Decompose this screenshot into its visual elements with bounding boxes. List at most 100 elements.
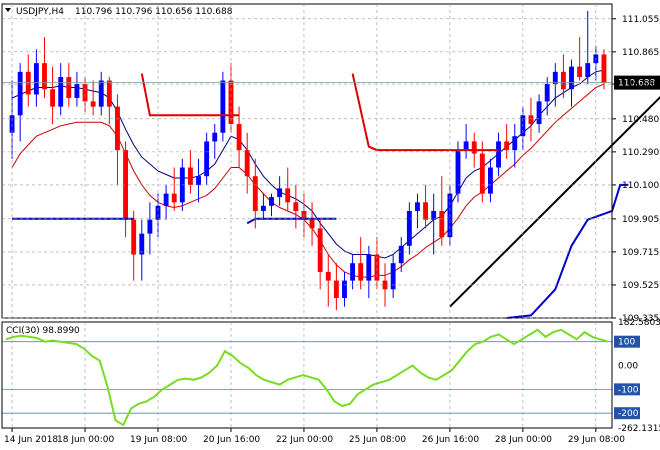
cci-level-badge — [614, 407, 640, 420]
candle-body — [471, 141, 477, 154]
cci-tick-label: -262.1315 — [618, 424, 660, 434]
trendline — [449, 95, 660, 308]
cci-level-badge — [614, 335, 640, 348]
time-tick-label: 18 Jun 00:00 — [57, 435, 114, 445]
candle-body — [66, 77, 72, 98]
candle-body — [488, 167, 493, 194]
candle-body — [204, 141, 210, 177]
candle-body — [277, 188, 283, 198]
candle-body — [317, 228, 323, 272]
candle-body — [560, 71, 566, 90]
time-tick-label: 26 Jun 16:00 — [422, 435, 479, 445]
candle-body — [366, 254, 372, 281]
candle-body — [552, 71, 558, 85]
candle-body — [236, 124, 242, 151]
candle-body — [406, 211, 412, 246]
cci-level-badge — [614, 383, 640, 396]
candle-body — [544, 84, 550, 102]
current-price-label: 110.688 — [618, 79, 655, 89]
candle-body — [163, 193, 169, 206]
price-tick-label: 109.525 — [622, 281, 659, 291]
candle-body — [98, 80, 104, 107]
chart-header: USDJPY,H4 110.796 110.796 110.656 110.68… — [5, 7, 233, 17]
candle-body — [252, 176, 258, 212]
candle-body — [147, 219, 153, 234]
candle-body — [131, 219, 137, 255]
price-panel: 110.688 — [2, 10, 660, 319]
price-tick-label: 109.335 — [622, 314, 659, 324]
candle-body — [58, 77, 64, 107]
candle-body — [601, 54, 607, 83]
price-tick-label: 109.905 — [622, 215, 659, 225]
candle-body — [431, 211, 437, 220]
candle-body — [90, 101, 96, 107]
candle-body — [123, 150, 128, 220]
candle-body — [171, 193, 177, 203]
candle-body — [285, 188, 291, 203]
candle-body — [577, 66, 583, 78]
candle-body — [82, 84, 88, 102]
candle-body — [415, 202, 420, 212]
candle-body — [106, 80, 112, 107]
candle-body — [50, 89, 56, 107]
candle-body — [17, 71, 23, 116]
candle-body — [325, 271, 331, 281]
candle-body — [155, 205, 161, 220]
candle-body — [439, 211, 445, 238]
candle-body — [496, 141, 501, 168]
candle-body — [512, 136, 518, 151]
price-tick-label: 110.290 — [622, 148, 659, 158]
candle-body — [398, 245, 404, 264]
candle-body — [309, 219, 315, 229]
time-tick-label: 28 Jun 00:00 — [495, 435, 552, 445]
price-tick-label: 110.680 — [622, 80, 659, 90]
price-tick-label: 110.480 — [622, 115, 659, 125]
trailing-stop-line — [351, 73, 499, 152]
price-tick-label: 111.055 — [622, 15, 659, 25]
cci-tick-label: 182.5803 — [618, 318, 660, 328]
symbol-label: USDJPY,H4 — [16, 7, 64, 17]
candle-body — [358, 263, 364, 281]
candle-body — [115, 106, 120, 151]
candle-body — [423, 202, 428, 220]
cci-tick-label: -100 — [618, 385, 639, 395]
ohlc-label: 110.796 110.796 110.656 110.688 — [75, 7, 233, 17]
candle-body — [42, 63, 47, 90]
candle-body — [536, 101, 542, 125]
time-tick-label: 22 Jun 00:00 — [276, 435, 333, 445]
candle-body — [74, 84, 80, 98]
candle-body — [33, 63, 39, 95]
cci-tick-label: -200 — [618, 409, 639, 419]
cci-label: CCI(30) 98.8990 — [6, 326, 80, 336]
candle-body — [504, 141, 510, 151]
candle-body — [463, 141, 469, 151]
candle-body — [139, 233, 145, 255]
candle-body — [350, 263, 356, 281]
cci-panel — [2, 328, 612, 427]
cci-tick-label: 0.00 — [618, 362, 638, 372]
candle-body — [25, 71, 31, 95]
price-panel-frame — [1, 3, 613, 319]
candle-body — [260, 205, 266, 212]
ma-slow-line — [11, 83, 605, 278]
cci-panel-frame — [1, 321, 613, 429]
candle-body — [479, 153, 485, 194]
candle-body — [220, 80, 226, 133]
candle-body — [212, 132, 218, 142]
axes: 111.055 110.865 110.680 110.480 110.290 110.1… — [1, 3, 660, 445]
candle-body — [333, 280, 339, 298]
cci-tick-label: 100 — [618, 338, 635, 348]
cci-line — [5, 328, 609, 427]
time-tick-label: 25 Jun 08:00 — [349, 435, 406, 445]
price-tick-label: 110.100 — [622, 181, 659, 191]
price-tick-label: 109.715 — [622, 248, 659, 258]
candle-body — [196, 176, 201, 185]
candle-body — [455, 150, 461, 194]
dropdown-triangle-icon[interactable] — [5, 8, 11, 12]
trailing-stop-line — [140, 73, 240, 117]
trailing-stop-line — [246, 217, 337, 225]
candle-body — [585, 63, 591, 78]
price-tick-label: 110.865 — [622, 48, 659, 58]
time-tick-label: 19 Jun 08:00 — [130, 435, 187, 445]
